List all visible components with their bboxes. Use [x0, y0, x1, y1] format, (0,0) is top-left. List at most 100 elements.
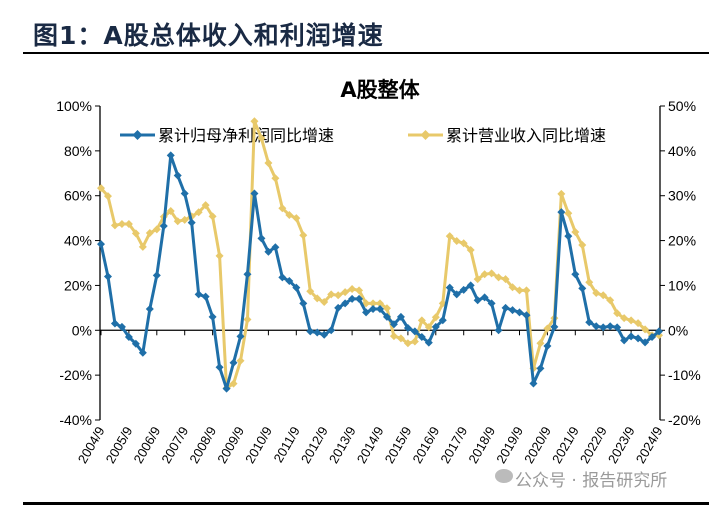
chart-title: A股整体 — [340, 78, 420, 102]
wechat-icon — [495, 469, 513, 483]
profit-point — [459, 285, 468, 294]
revenue-point — [348, 285, 357, 294]
revenue-point — [306, 287, 315, 296]
profit-point — [529, 379, 538, 388]
revenue-point — [334, 291, 343, 300]
revenue-point — [285, 211, 294, 220]
profit-point — [613, 323, 622, 332]
revenue-point — [571, 228, 580, 237]
revenue-point — [459, 239, 468, 248]
profit-point — [250, 189, 259, 198]
profit-point — [194, 290, 203, 299]
revenue-point — [557, 189, 566, 198]
profit-point — [229, 358, 238, 367]
profit-point — [501, 303, 510, 312]
revenue-point — [110, 221, 119, 230]
left-tick-label: 0% — [72, 322, 92, 338]
profit-point — [97, 240, 105, 249]
profit-point — [403, 324, 412, 333]
revenue-point — [599, 291, 608, 300]
legend-label-profit: 累计归母净利润同比增速 — [158, 126, 334, 145]
right-tick-label: 40% — [668, 143, 696, 159]
profit-point — [438, 316, 447, 325]
x-tick-label: 2013/9 — [326, 424, 359, 466]
revenue-point — [445, 232, 454, 241]
profit-point — [627, 332, 636, 341]
revenue-point — [264, 158, 273, 167]
profit-point — [306, 327, 315, 336]
profit-point — [550, 322, 559, 331]
right-tick-label: 30% — [668, 188, 696, 204]
revenue-point — [250, 117, 259, 126]
revenue-point — [585, 278, 594, 287]
revenue-point — [627, 316, 636, 325]
profit-point — [480, 293, 489, 302]
profit-point — [264, 247, 273, 256]
revenue-point — [271, 174, 280, 183]
x-tick-label: 2010/9 — [242, 424, 275, 466]
left-tick-label: 80% — [64, 143, 92, 159]
x-tick-label: 2008/9 — [186, 424, 219, 466]
revenue-point — [606, 296, 615, 305]
revenue-point — [180, 215, 189, 224]
profit-point — [124, 333, 133, 342]
profit-point — [222, 384, 231, 393]
profit-point — [334, 303, 343, 312]
x-tick-label: 2014/9 — [354, 424, 387, 466]
left-tick-label: 20% — [64, 277, 92, 293]
profit-point — [138, 348, 147, 357]
profit-point — [292, 283, 301, 292]
profit-point — [257, 234, 266, 243]
profit-point — [117, 322, 126, 331]
x-tick-label: 2004/9 — [75, 424, 108, 466]
profit-point — [362, 308, 371, 317]
profit-point — [376, 304, 384, 313]
revenue-point — [236, 356, 245, 365]
profit-point — [299, 299, 308, 308]
legend-marker-revenue — [420, 130, 431, 140]
revenue-point — [278, 204, 287, 213]
profit-point — [466, 281, 475, 290]
profit-point — [215, 363, 224, 372]
profit-point — [145, 304, 154, 313]
profit-point — [369, 304, 378, 313]
profit-point — [417, 333, 426, 342]
profit-point — [180, 189, 189, 198]
profit-point — [424, 338, 433, 347]
revenue-point — [620, 314, 629, 323]
profit-point — [578, 284, 587, 293]
revenue-point — [487, 269, 496, 278]
profit-point — [173, 171, 182, 180]
revenue-point — [131, 229, 140, 238]
figure-title: 图1：A股总体收入和利润增速 — [33, 21, 384, 50]
revenue-point — [494, 273, 503, 282]
profit-point — [494, 326, 503, 335]
watermark: 公众号 · 报告研究所 — [515, 471, 668, 491]
profit-point — [431, 322, 440, 331]
left-tick-label: 40% — [64, 233, 92, 249]
profit-point — [348, 294, 357, 303]
revenue-point — [417, 316, 426, 325]
profit-point — [110, 319, 119, 328]
profit-point — [152, 271, 161, 280]
right-tick-label: 0% — [668, 322, 688, 338]
revenue-line — [99, 119, 659, 390]
profit-point — [655, 327, 663, 336]
revenue-point — [257, 134, 266, 143]
profit-point — [571, 270, 580, 279]
x-tick-label: 2022/9 — [577, 424, 610, 466]
x-tick-label: 2018/9 — [465, 424, 498, 466]
revenue-point — [327, 290, 336, 299]
profit-point — [410, 327, 419, 336]
revenue-point — [564, 209, 573, 218]
revenue-point — [452, 237, 461, 246]
x-tick-label: 2009/9 — [214, 424, 247, 466]
profit-point — [278, 273, 287, 282]
x-tick-label: 2006/9 — [131, 424, 164, 466]
revenue-point — [124, 219, 133, 228]
x-tick-label: 2024/9 — [633, 424, 666, 466]
profit-point — [320, 330, 329, 339]
revenue-point — [536, 339, 545, 348]
revenue-point — [424, 323, 433, 332]
